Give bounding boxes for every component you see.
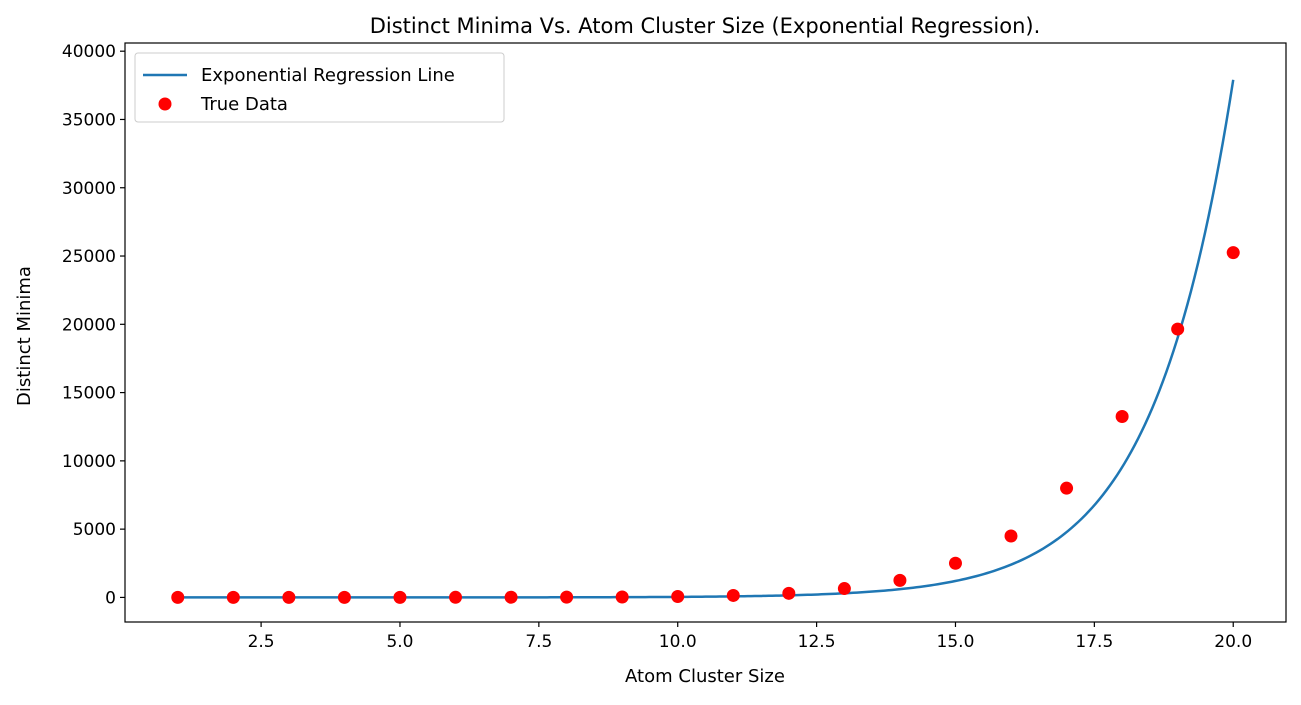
legend: Exponential Regression Line True Data — [134, 52, 505, 123]
data-point — [1226, 246, 1240, 260]
y-axis-ticks: 0 5000 10000 15000 20000 25000 30000 35000 40000 — [62, 42, 125, 608]
data-point — [560, 590, 574, 604]
data-point — [837, 582, 851, 596]
x-axis-ticks: 2.5 5.0 7.5 10.0 12.5 15.0 17.5 20.0 — [248, 622, 1252, 652]
x-tick-label: 10.0 — [659, 632, 697, 652]
plot-frame — [124, 42, 1287, 623]
x-tick-label: 5.0 — [386, 632, 413, 652]
data-point — [782, 586, 796, 600]
y-axis-label: Distinct Minima — [14, 266, 35, 406]
legend-marker-swatch — [158, 97, 172, 111]
data-point — [393, 590, 407, 604]
y-tick-label: 30000 — [62, 179, 116, 199]
data-point — [337, 590, 351, 604]
regression-line — [177, 79, 1235, 599]
data-point — [893, 573, 907, 587]
data-point — [671, 590, 685, 604]
data-point — [504, 590, 518, 604]
y-tick-label: 15000 — [62, 384, 116, 404]
x-tick-label: 20.0 — [1214, 632, 1252, 652]
data-point — [1004, 529, 1018, 543]
x-tick-label: 2.5 — [248, 632, 275, 652]
data-point — [948, 556, 962, 570]
x-tick-label: 7.5 — [525, 632, 552, 652]
y-tick-label: 20000 — [62, 315, 116, 335]
y-tick-label: 5000 — [73, 520, 116, 540]
data-point — [1115, 409, 1129, 423]
legend-box — [134, 52, 505, 123]
y-tick-label: 10000 — [62, 452, 116, 472]
data-point — [449, 590, 463, 604]
y-tick-label: 40000 — [62, 42, 116, 62]
x-tick-label: 15.0 — [937, 632, 975, 652]
x-tick-label: 17.5 — [1075, 632, 1113, 652]
plot-marks — [171, 79, 1240, 604]
y-tick-label: 35000 — [62, 110, 116, 130]
legend-label-true-data: True Data — [200, 94, 288, 115]
legend-label-regression: Exponential Regression Line — [201, 65, 455, 86]
data-point — [1171, 322, 1185, 336]
data-point — [615, 590, 629, 604]
data-point — [282, 590, 296, 604]
x-tick-label: 12.5 — [798, 632, 836, 652]
data-point — [1060, 481, 1074, 495]
data-point — [726, 588, 740, 602]
y-tick-label: 25000 — [62, 247, 116, 267]
data-point — [226, 590, 240, 604]
data-point — [171, 590, 185, 604]
x-axis-label: Atom Cluster Size — [625, 666, 785, 687]
chart-title: Distinct Minima Vs. Atom Cluster Size (E… — [370, 14, 1041, 38]
y-tick-label: 0 — [105, 588, 116, 608]
